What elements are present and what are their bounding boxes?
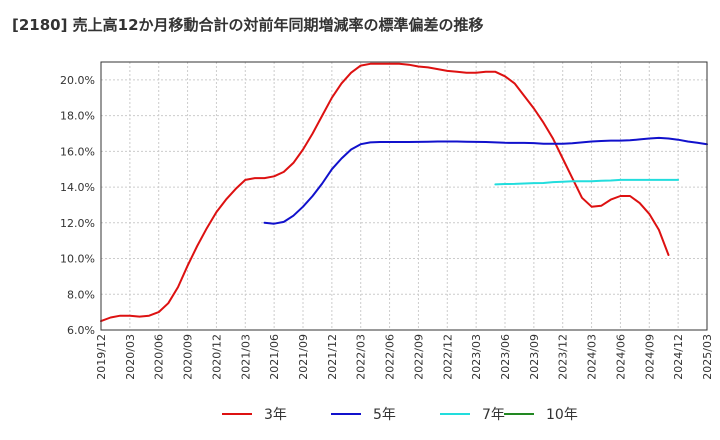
y-tick-label: 8.0% <box>67 288 95 301</box>
x-tick-label: 2021/09 <box>297 334 310 380</box>
x-tick-label: 2020/12 <box>210 334 223 380</box>
legend-label: 10年 <box>546 407 578 423</box>
legend-label: 3年 <box>264 407 287 423</box>
series-line <box>100 62 670 323</box>
series-line <box>494 178 680 186</box>
x-tick-label: 2025/03 <box>701 334 714 380</box>
x-tick-label: 2024/03 <box>586 334 599 380</box>
x-tick-label: 2024/06 <box>614 334 627 380</box>
y-axis-ticks: 6.0% 8.0% 10.0% 12.0% 14.0% 16.0% 18.0% 20.0% <box>60 74 95 337</box>
y-tick-label: 12.0% <box>60 217 95 230</box>
legend-label: 5年 <box>373 407 396 423</box>
y-tick-label: 18.0% <box>60 110 95 123</box>
x-tick-label: 2021/03 <box>239 334 252 380</box>
chart-title: [2180] 売上高12か月移動合計の対前年同期増減率の標準偏差の推移 <box>12 16 484 34</box>
legend: 3年 5年 7年 10年 <box>222 407 578 423</box>
x-tick-label: 2022/12 <box>441 334 454 380</box>
x-tick-label: 2023/06 <box>499 334 512 380</box>
y-tick-label: 20.0% <box>60 74 95 87</box>
y-tick-label: 10.0% <box>60 253 95 266</box>
y-tick-label: 16.0% <box>60 145 95 158</box>
x-tick-label: 2022/09 <box>412 334 425 380</box>
x-tick-label: 2024/09 <box>643 334 656 380</box>
x-tick-label: 2023/12 <box>557 334 570 380</box>
y-tick-label: 14.0% <box>60 181 95 194</box>
x-tick-label: 2021/06 <box>268 334 281 380</box>
x-tick-label: 2024/12 <box>672 334 685 380</box>
x-tick-label: 2023/03 <box>470 334 483 380</box>
x-tick-label: 2019/12 <box>95 334 108 380</box>
x-tick-label: 2021/12 <box>326 334 339 380</box>
grid-lines <box>101 62 707 331</box>
y-tick-label: 6.0% <box>67 324 95 337</box>
x-tick-label: 2022/03 <box>355 334 368 380</box>
x-tick-label: 2020/06 <box>153 334 166 380</box>
x-tick-label: 2020/09 <box>182 334 195 380</box>
x-tick-label: 2023/09 <box>528 334 541 380</box>
series-lines <box>100 62 708 323</box>
x-tick-label: 2020/03 <box>124 334 137 380</box>
x-tick-label: 2022/06 <box>384 334 397 380</box>
x-axis-ticks: 2019/12 2020/03 2020/06 2020/09 2020/12 2021/… <box>95 334 714 380</box>
legend-label: 7年 <box>482 407 505 423</box>
series-line <box>263 136 708 225</box>
plot-frame <box>100 61 708 331</box>
